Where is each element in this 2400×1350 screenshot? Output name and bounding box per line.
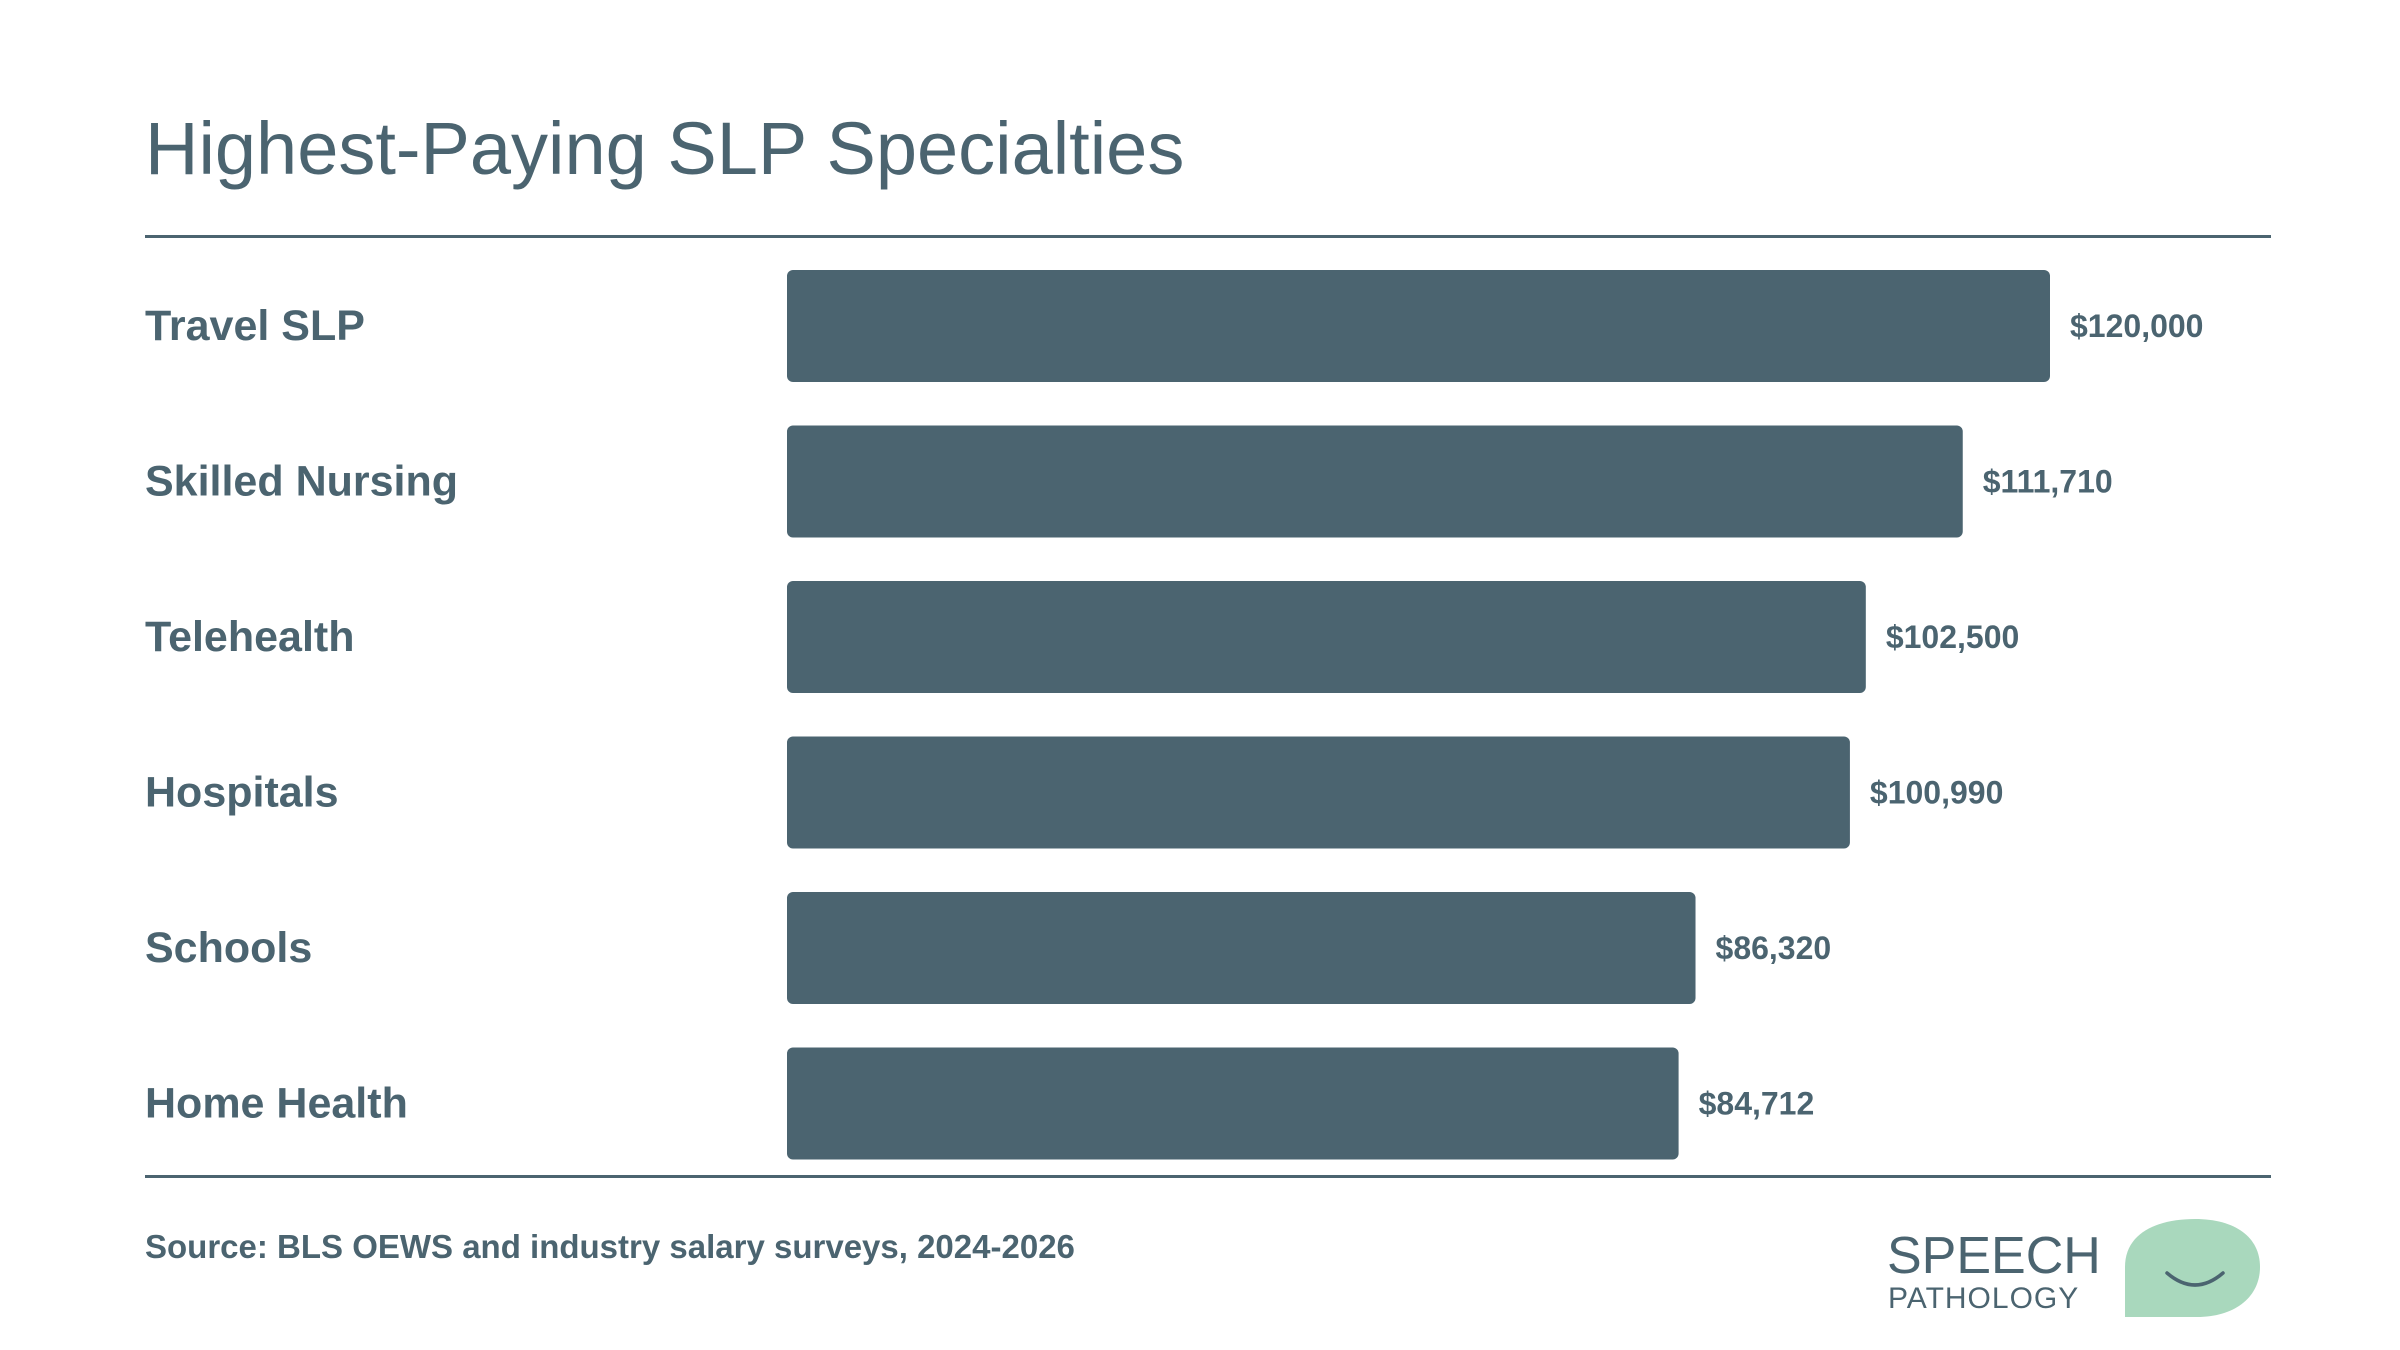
brand-line-2: PATHOLOGY: [1888, 1282, 2079, 1315]
category-label: Schools: [145, 924, 312, 972]
category-label: Hospitals: [145, 769, 339, 817]
bar: [787, 425, 1963, 538]
bar: [787, 581, 1866, 693]
category-label: Telehealth: [145, 613, 354, 661]
bar: [787, 270, 2050, 382]
bar: [787, 892, 1696, 1004]
top-divider: [145, 235, 2271, 238]
value-label: $120,000: [2070, 308, 2203, 344]
bar: [787, 736, 1850, 849]
bottom-divider: [145, 1175, 2271, 1178]
bar: [787, 1047, 1679, 1160]
chart-title: Highest-Paying SLP Specialties: [145, 107, 1185, 190]
value-label: $100,990: [1870, 775, 2003, 811]
category-label: Home Health: [145, 1080, 408, 1128]
speech-bubble-smile-icon: [2125, 1219, 2260, 1317]
value-label: $102,500: [1886, 619, 2019, 655]
source-note: Source: BLS OEWS and industry salary sur…: [145, 1228, 1075, 1265]
category-label: Skilled Nursing: [145, 458, 458, 506]
value-label: $84,712: [1699, 1086, 1815, 1122]
brand-logo-graphic: SPEECH PATHOLOGY: [1887, 1219, 2260, 1317]
value-label: $86,320: [1716, 930, 1832, 966]
brand-line-1: SPEECH: [1887, 1227, 2101, 1285]
value-label: $111,710: [1983, 464, 2113, 500]
brand-logo: SPEECH PATHOLOGY: [1885, 1215, 2265, 1320]
category-label: Travel SLP: [145, 302, 365, 350]
